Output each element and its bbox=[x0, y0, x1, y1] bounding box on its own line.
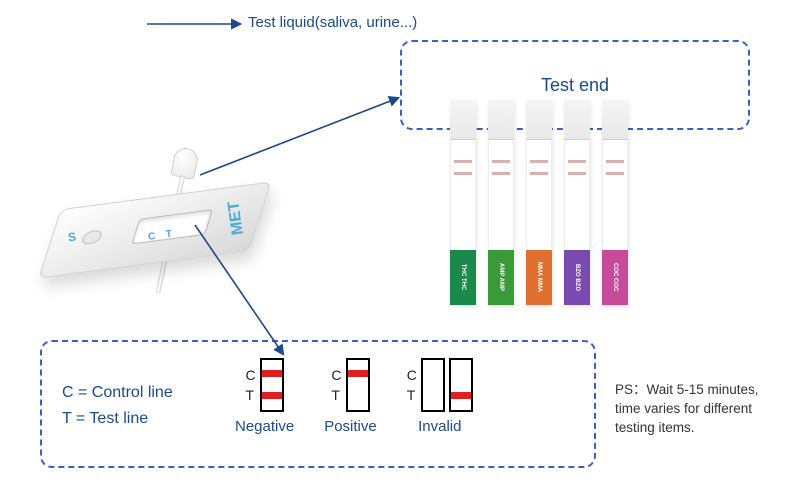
result-label: Invalid bbox=[418, 418, 461, 435]
ps-note: PS：Wait 5-15 minutes, time varies for di… bbox=[615, 380, 785, 437]
results-row: CTNegativeCTPositiveCTInvalid bbox=[235, 358, 473, 435]
strip-code: COC COC bbox=[602, 250, 628, 305]
result-strip bbox=[346, 358, 370, 412]
strip-code: BZO BZO bbox=[564, 250, 590, 305]
strip-code: THC THC bbox=[450, 250, 476, 305]
strip-code: MMA MMA bbox=[526, 250, 552, 305]
result-ct-labels: CT bbox=[331, 365, 341, 405]
result-strip bbox=[260, 358, 284, 412]
test-strips-row: THC THC AMP AMP MMA MMA BZO BZO COC COC bbox=[450, 100, 628, 305]
cassette-s-label: S bbox=[67, 230, 77, 245]
result-ct-labels: CT bbox=[407, 365, 417, 405]
test-end-title: Test end bbox=[541, 75, 609, 96]
result-label: Positive bbox=[324, 418, 377, 435]
test-strip: THC THC bbox=[450, 100, 476, 305]
result-label: Negative bbox=[235, 418, 294, 435]
legend: C = Control line T = Test line bbox=[62, 380, 173, 432]
result-pair: CT bbox=[407, 358, 473, 412]
legend-c: C = Control line bbox=[62, 380, 173, 406]
result-pair: CT bbox=[331, 358, 369, 412]
result-group: CTInvalid bbox=[407, 358, 473, 435]
result-group: CT Positive bbox=[324, 358, 377, 435]
result-strip bbox=[449, 358, 473, 412]
test-strip: COC COC bbox=[602, 100, 628, 305]
result-ct-labels: CT bbox=[246, 365, 256, 405]
liquid-label: Test liquid(saliva, urine...) bbox=[248, 14, 417, 31]
test-strip: AMP AMP bbox=[488, 100, 514, 305]
test-cassette: S C T MET bbox=[30, 140, 280, 290]
test-strip: BZO BZO bbox=[564, 100, 590, 305]
result-pair: CT bbox=[246, 358, 284, 412]
result-strip bbox=[421, 358, 445, 412]
result-group: CT Negative bbox=[235, 358, 294, 435]
strip-code: AMP AMP bbox=[488, 250, 514, 305]
test-strip: MMA MMA bbox=[526, 100, 552, 305]
legend-t: T = Test line bbox=[62, 406, 173, 432]
